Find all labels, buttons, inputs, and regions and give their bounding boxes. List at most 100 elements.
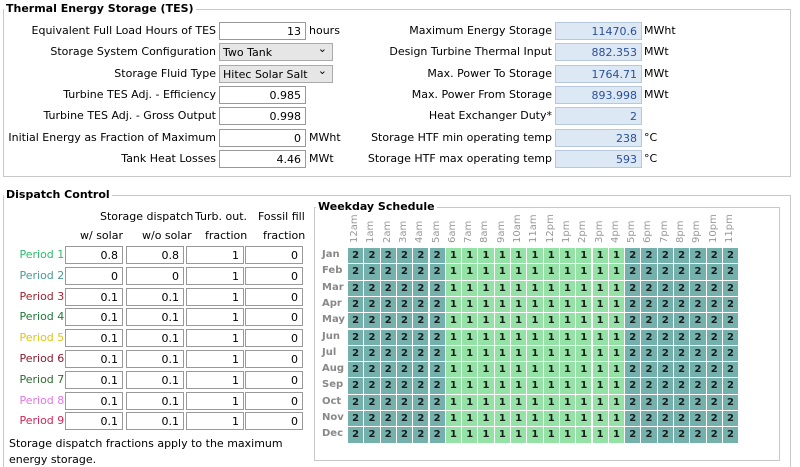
schedule-cell[interactable]: 1 [493,361,511,379]
schedule-cell[interactable]: 1 [542,295,560,314]
schedule-cell[interactable]: 1 [591,279,609,297]
schedule-cell[interactable]: 1 [591,247,609,265]
schedule-cell[interactable]: 2 [363,361,381,379]
schedule-cell[interactable]: 2 [624,361,642,379]
schedule-cell[interactable]: 2 [363,377,381,395]
schedule-cell[interactable]: 2 [721,295,740,314]
schedule-cell[interactable]: 2 [363,344,381,363]
schedule-cell[interactable]: 2 [721,247,740,265]
schedule-cell[interactable]: 2 [412,328,430,346]
schedule-cell[interactable]: 1 [444,426,463,444]
schedule-cell[interactable]: 1 [591,393,609,411]
schedule-cell[interactable]: 1 [542,361,560,379]
text-input[interactable]: 4.46 [219,149,306,168]
schedule-cell[interactable]: 1 [591,263,609,281]
schedule-cell[interactable]: 1 [607,312,626,330]
schedule-cell[interactable]: 2 [363,263,381,281]
schedule-cell[interactable]: 1 [461,295,479,314]
schedule-cell[interactable]: 2 [395,361,414,379]
text-input[interactable]: 0.8 [65,246,123,264]
schedule-cell[interactable]: 2 [428,377,446,395]
schedule-cell[interactable]: 2 [428,344,446,363]
schedule-cell[interactable]: 2 [673,426,691,444]
schedule-cell[interactable]: 1 [493,426,511,444]
schedule-cell[interactable]: 2 [624,295,642,314]
schedule-cell[interactable]: 2 [379,295,397,314]
schedule-cell[interactable]: 2 [656,247,674,265]
text-input[interactable]: 1 [186,246,244,264]
schedule-cell[interactable]: 2 [412,426,430,444]
schedule-cell[interactable]: 2 [624,377,642,395]
schedule-cell[interactable]: 2 [347,295,365,314]
schedule-cell[interactable]: 2 [412,263,430,281]
schedule-cell[interactable]: 2 [721,393,740,411]
schedule-cell[interactable]: 2 [689,361,707,379]
schedule-cell[interactable]: 1 [591,344,609,363]
schedule-cell[interactable]: 1 [510,279,528,297]
schedule-cell[interactable]: 1 [607,263,626,281]
schedule-cell[interactable]: 1 [558,263,577,281]
schedule-cell[interactable]: 2 [640,344,658,363]
schedule-cell[interactable]: 1 [493,295,511,314]
text-input[interactable]: 0 [245,350,303,368]
schedule-cell[interactable]: 1 [558,328,577,346]
schedule-cell[interactable]: 2 [347,263,365,281]
schedule-cell[interactable]: 1 [444,410,463,428]
schedule-cell[interactable]: 1 [526,328,544,346]
schedule-cell[interactable]: 1 [575,393,593,411]
schedule-cell[interactable]: 2 [624,344,642,363]
schedule-cell[interactable]: 2 [705,312,723,330]
schedule-cell[interactable]: 2 [705,361,723,379]
schedule-cell[interactable]: 1 [542,247,560,265]
schedule-cell[interactable]: 2 [379,393,397,411]
schedule-cell[interactable]: 1 [461,377,479,395]
text-input[interactable]: 0.1 [126,329,184,348]
text-input[interactable]: 0 [245,308,303,327]
schedule-cell[interactable]: 2 [656,328,674,346]
schedule-cell[interactable]: 2 [640,328,658,346]
schedule-cell[interactable]: 1 [607,393,626,411]
schedule-cell[interactable]: 2 [379,328,397,346]
schedule-cell[interactable]: 2 [673,328,691,346]
schedule-cell[interactable]: 1 [510,263,528,281]
schedule-cell[interactable]: 2 [689,426,707,444]
text-input[interactable]: 1 [186,391,244,410]
text-input[interactable]: 0.985 [219,85,306,104]
text-input[interactable]: 0.1 [65,350,123,368]
schedule-cell[interactable]: 2 [379,377,397,395]
schedule-cell[interactable]: 2 [395,410,414,428]
schedule-cell[interactable]: 2 [656,361,674,379]
schedule-cell[interactable]: 1 [558,377,577,395]
schedule-cell[interactable]: 1 [477,247,495,265]
text-input[interactable]: 0 [245,391,303,410]
schedule-cell[interactable]: 2 [412,410,430,428]
schedule-cell[interactable]: 2 [395,377,414,395]
schedule-cell[interactable]: 2 [624,410,642,428]
schedule-cell[interactable]: 2 [721,279,740,297]
schedule-cell[interactable]: 2 [428,410,446,428]
schedule-cell[interactable]: 1 [510,328,528,346]
schedule-cell[interactable]: 1 [607,361,626,379]
schedule-cell[interactable]: 2 [656,377,674,395]
schedule-cell[interactable]: 2 [721,410,740,428]
schedule-cell[interactable]: 1 [461,247,479,265]
schedule-cell[interactable]: 1 [526,263,544,281]
schedule-cell[interactable]: 2 [428,247,446,265]
schedule-cell[interactable]: 2 [656,426,674,444]
text-input[interactable]: 1 [186,287,244,306]
schedule-cell[interactable]: 2 [721,263,740,281]
schedule-cell[interactable]: 1 [526,377,544,395]
schedule-cell[interactable]: 2 [428,426,446,444]
schedule-cell[interactable]: 1 [575,361,593,379]
schedule-cell[interactable]: 2 [379,410,397,428]
schedule-cell[interactable]: 2 [705,279,723,297]
schedule-cell[interactable]: 1 [607,279,626,297]
schedule-cell[interactable]: 1 [558,410,577,428]
schedule-cell[interactable]: 1 [510,247,528,265]
text-input[interactable]: 0.1 [126,391,184,410]
text-input[interactable]: 0 [245,329,303,348]
schedule-cell[interactable]: 1 [477,312,495,330]
schedule-cell[interactable]: 1 [444,263,463,281]
schedule-cell[interactable]: 1 [510,361,528,379]
schedule-cell[interactable]: 2 [624,328,642,346]
